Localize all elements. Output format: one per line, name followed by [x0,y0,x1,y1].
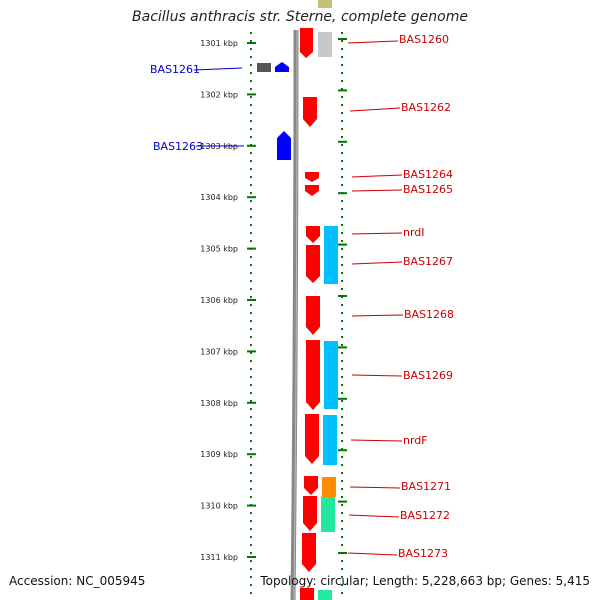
label-BAS1268[interactable]: BAS1268 [404,308,454,321]
cog-bar-cyan-1 [324,226,338,284]
forward-strand [300,28,320,600]
gene-arrow-BAS1267[interactable] [306,245,320,283]
pointer-nrdF [350,439,403,442]
gene-arrow-BAS1264[interactable] [305,172,319,182]
gene-labels: BAS1261 BAS1263 BAS1260 BAS1262 BAS1264 … [150,33,454,560]
pointer-BAS1271 [349,486,401,489]
label-BAS1267[interactable]: BAS1267 [403,255,453,268]
topology-text: Topology: circular; Length: 5,228,663 bp… [260,574,590,588]
ruler-label: 1309 kbp [200,450,238,459]
label-nrdI[interactable]: nrdI [403,226,425,239]
gene-arrow-BAS1262[interactable] [303,97,317,127]
ruler-label: 1306 kbp [200,296,238,305]
pointer-BAS1269 [351,374,403,377]
gene-arrow-nrdI[interactable] [306,226,320,243]
cog-bar-cyan-2 [324,341,338,409]
ruler-label: 1301 kbp [200,39,238,48]
map-title: Bacillus anthracis str. Sterne, complete… [132,9,468,25]
ruler-label: 1304 kbp [200,193,238,202]
label-BAS1260[interactable]: BAS1260 [399,33,449,46]
gene-arrow-BAS1272[interactable] [303,496,317,531]
gene-arrow-BAS1260[interactable] [300,28,313,58]
pointer-BAS1261 [193,67,243,71]
pointer-BAS1267 [351,261,403,265]
label-BAS1272[interactable]: BAS1272 [400,509,450,522]
gene-arrow-BAS1269[interactable] [306,340,320,410]
ruler-label: 1310 kbp [200,502,238,511]
gene-arrow-BAS1273[interactable] [302,533,316,572]
gene-arrow-BAS1271[interactable] [304,476,318,495]
cog-bar-orange [322,477,336,497]
genome-backbone-highlight [293,29,298,600]
label-nrdF[interactable]: nrdF [403,434,428,447]
label-BAS1262[interactable]: BAS1262 [401,101,451,114]
ruler-label: 1311 kbp [200,553,238,562]
accession-text: Accession: NC_005945 [9,574,146,588]
label-BAS1265[interactable]: BAS1265 [403,183,453,196]
gene-arrow-grey[interactable] [257,63,271,72]
pointer-BAS1273 [347,552,398,556]
pointer-BAS1268 [351,314,404,317]
ruler-label: 1307 kbp [200,347,238,356]
pointer-BAS1262 [349,107,401,112]
label-BAS1261[interactable]: BAS1261 [150,63,200,76]
label-BAS1271[interactable]: BAS1271 [401,480,451,493]
ruler-label: 1302 kbp [200,90,238,99]
ruler-label: 1305 kbp [200,245,238,254]
label-lines [193,40,404,556]
cog-bar-cyan-3 [323,415,337,465]
cog-track [318,0,338,600]
gene-arrow-bottom[interactable] [300,588,314,600]
gene-arrow-BAS1261[interactable] [275,62,289,72]
label-BAS1269[interactable]: BAS1269 [403,369,453,382]
cog-bar-green [321,497,335,532]
cog-bar-green-bottom [318,590,332,600]
gene-arrow-BAS1263[interactable] [277,131,291,160]
ruler-label: 1308 kbp [200,399,238,408]
cog-bar-olive [318,0,332,8]
pointer-BAS1265 [351,189,403,192]
label-BAS1273[interactable]: BAS1273 [398,547,448,560]
gene-arrow-nrdF[interactable] [305,414,319,464]
reverse-strand [257,62,291,160]
label-BAS1263[interactable]: BAS1263 [153,140,203,153]
label-BAS1264[interactable]: BAS1264 [403,168,453,181]
cog-bar-grey [318,32,332,57]
pointer-BAS1260 [347,40,399,44]
genome-backbone [290,29,299,600]
pointer-BAS1264 [351,174,403,178]
gene-arrow-BAS1268[interactable] [306,296,320,335]
pointer-nrdI [351,232,403,235]
gene-arrow-BAS1265[interactable] [305,185,319,196]
pointer-BAS1272 [348,514,400,518]
